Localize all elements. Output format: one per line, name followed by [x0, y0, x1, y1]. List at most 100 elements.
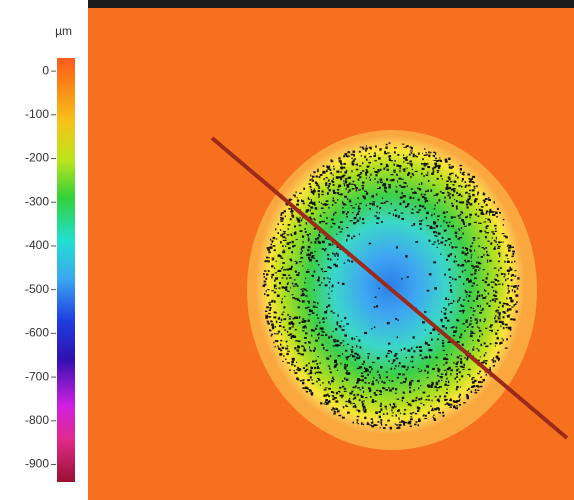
- speckle-dot: [490, 243, 492, 245]
- speckle-dot: [369, 148, 372, 150]
- speckle-dot: [487, 232, 490, 234]
- speckle-dot: [334, 211, 337, 214]
- speckle-dot: [450, 242, 452, 244]
- speckle-dot: [506, 260, 510, 263]
- speckle-dot: [449, 399, 452, 402]
- speckle-dot: [290, 207, 293, 211]
- speckle-dot: [394, 353, 398, 355]
- speckle-dot: [447, 191, 449, 193]
- speckle-dot: [375, 379, 378, 382]
- speckle-dot: [277, 223, 279, 225]
- speckle-dot: [448, 164, 451, 166]
- speckle-dot: [318, 185, 320, 188]
- speckle-dot: [480, 385, 483, 388]
- speckle-dot: [453, 189, 456, 192]
- speckle-dot: [362, 405, 366, 408]
- speckle-dot: [361, 386, 364, 389]
- speckle-dot: [485, 277, 488, 280]
- speckle-dot: [461, 263, 465, 267]
- speckle-dot: [301, 199, 303, 202]
- speckle-dot: [472, 237, 476, 239]
- speckle-dot: [282, 245, 284, 247]
- speckle-dot: [467, 368, 471, 371]
- speckle-dot: [377, 188, 380, 189]
- speckle-dot: [366, 165, 369, 168]
- speckle-dot: [434, 396, 437, 398]
- speckle-dot: [450, 180, 453, 183]
- speckle-dot: [355, 189, 357, 192]
- speckle-dot: [469, 189, 471, 192]
- speckle-dot: [297, 366, 299, 370]
- speckle-dot: [502, 311, 506, 313]
- speckle-dot: [481, 333, 483, 336]
- speckle-dot: [343, 366, 347, 368]
- speckle-dot: [351, 183, 354, 185]
- speckle-dot: [460, 304, 462, 306]
- speckle-dot: [296, 273, 300, 276]
- speckle-dot: [326, 357, 328, 359]
- speckle-dot: [274, 267, 276, 269]
- speckle-dot: [342, 207, 344, 209]
- speckle-dot: [502, 224, 504, 226]
- speckle-dot: [375, 193, 378, 196]
- speckle-dot: [325, 349, 329, 352]
- speckle-dot: [325, 169, 328, 173]
- speckle-dot: [435, 356, 438, 359]
- speckle-dot: [364, 155, 366, 159]
- speckle-dot: [271, 240, 273, 244]
- speckle-dot: [305, 295, 308, 297]
- speckle-dot: [320, 202, 323, 204]
- speckle-dot: [463, 171, 465, 173]
- speckle-dot: [459, 171, 461, 174]
- speckle-dot: [317, 171, 319, 173]
- speckle-dot: [435, 222, 437, 224]
- speckle-dot: [470, 256, 472, 259]
- speckle-dot: [286, 283, 289, 285]
- speckle-dot: [445, 297, 448, 300]
- speckle-dot: [463, 299, 465, 301]
- speckle-dot: [273, 341, 275, 344]
- speckle-dot: [318, 195, 320, 198]
- speckle-dot: [433, 160, 436, 161]
- speckle-dot: [271, 300, 274, 303]
- speckle-dot: [412, 174, 415, 177]
- speckle-dot: [395, 186, 398, 188]
- speckle-dot: [472, 307, 475, 309]
- speckle-dot: [347, 411, 350, 414]
- speckle-dot: [486, 255, 490, 257]
- speckle-dot: [305, 222, 308, 225]
- speckle-dot: [362, 218, 365, 221]
- speckle-dot: [318, 235, 321, 238]
- speckle-dot: [291, 363, 294, 366]
- speckle-dot: [394, 367, 396, 370]
- speckle-dot: [407, 366, 409, 369]
- speckle-dot: [472, 310, 476, 312]
- speckle-dot: [415, 241, 419, 243]
- speckle-dot: [403, 161, 405, 163]
- speckle-dot: [294, 372, 298, 374]
- speckle-dot: [351, 260, 354, 263]
- speckle-dot: [296, 218, 300, 221]
- speckle-dot: [487, 259, 489, 261]
- speckle-dot: [414, 423, 417, 426]
- speckle-dot: [447, 298, 450, 301]
- speckle-dot: [292, 285, 296, 287]
- speckle-dot: [373, 306, 376, 308]
- speckle-dot: [280, 229, 282, 231]
- speckle-dot: [331, 409, 333, 411]
- speckle-dot: [267, 289, 270, 291]
- speckle-dot: [277, 330, 281, 333]
- speckle-dot: [477, 191, 480, 194]
- speckle-dot: [424, 197, 427, 200]
- speckle-dot: [403, 381, 406, 383]
- speckle-dot: [450, 188, 454, 191]
- speckle-dot: [384, 189, 387, 192]
- speckle-dot: [297, 200, 299, 203]
- speckle-dot: [399, 421, 401, 424]
- speckle-dot: [426, 211, 429, 215]
- speckle-dot: [263, 270, 267, 272]
- speckle-dot: [474, 379, 477, 382]
- speckle-dot: [507, 292, 509, 294]
- speckle-dot: [436, 202, 439, 204]
- speckle-dot: [307, 269, 309, 271]
